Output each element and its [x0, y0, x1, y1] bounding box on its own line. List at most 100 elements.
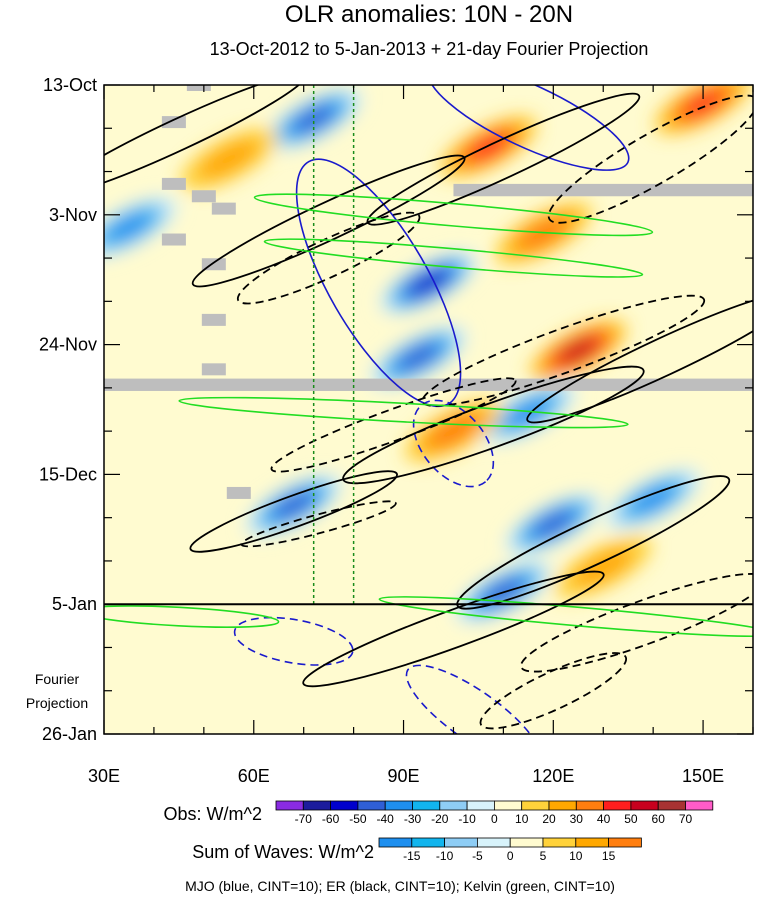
x-tick-label: 90E — [388, 766, 420, 786]
x-tick-label: 150E — [682, 766, 724, 786]
missing-data-cell — [201, 363, 226, 376]
axis-ticks — [103, 84, 754, 735]
mjo-contour — [233, 616, 354, 666]
colorbar-box — [439, 800, 468, 811]
anomaly-blob — [409, 270, 448, 295]
colorbar-tick-label: -70 — [295, 812, 313, 826]
obs-colorbar-ticks: -70 -60 -50 -40 -30 -20 -10 0 10 20 30 40 50 60 70 — [295, 812, 693, 826]
mjo-contour — [405, 664, 542, 734]
colorbar-box — [493, 800, 523, 811]
colorbar-tick-label: 60 — [652, 812, 666, 826]
fourier-projection-label: Fourier Projection — [26, 671, 88, 711]
reference-lines — [312, 85, 355, 605]
missing-data-cell — [161, 177, 186, 190]
colorbar-tick-label: 15 — [602, 849, 616, 863]
missing-data-band — [453, 183, 753, 197]
colorbar-tick-label: 30 — [570, 812, 584, 826]
x-tick-label: 60E — [238, 766, 270, 786]
colorbar-box — [548, 800, 577, 811]
obs-colorbar-boxes — [275, 800, 714, 811]
anomaly-blob — [558, 337, 599, 364]
y-tick-label: 5-Jan — [52, 594, 97, 614]
colorbar-tick-label: -40 — [377, 812, 395, 826]
er-contour — [240, 500, 397, 548]
missing-data-cell — [186, 85, 211, 91]
missing-data-cell — [161, 116, 186, 129]
colorbar-tick-label: 0 — [491, 812, 498, 826]
footer-legend: MJO (blue, CINT=10); ER (black, CINT=10)… — [185, 878, 615, 894]
waves-colorbar-label: Sum of Waves: W/m^2 — [192, 842, 374, 862]
missing-data-band — [104, 378, 753, 391]
kelvin-contour — [104, 605, 280, 628]
plot-area — [103, 84, 754, 735]
chart-title: OLR anomalies: 10N - 20N — [285, 1, 573, 28]
colorbar-box — [384, 800, 413, 811]
colorbar-box — [330, 800, 359, 811]
colorbar-tick-label: -30 — [404, 812, 422, 826]
er-contour — [547, 94, 753, 224]
colorbar-tick-label: -20 — [431, 812, 449, 826]
anomaly-blob — [273, 492, 314, 519]
colorbar-box — [378, 837, 413, 848]
er-contour — [456, 475, 731, 610]
er-contour — [526, 290, 753, 424]
er-contour — [479, 652, 628, 730]
x-axis-labels: 30E 60E 90E 120E 150E — [88, 766, 724, 786]
colorbar-box — [302, 800, 331, 811]
colorbar-box — [444, 837, 478, 848]
missing-data-cell — [161, 233, 186, 246]
colorbar-box — [685, 800, 714, 811]
er-contour — [104, 85, 307, 197]
er-contour — [520, 573, 753, 673]
fourier-label-line2: Projection — [26, 695, 88, 711]
colorbar-tick-label: 5 — [540, 849, 547, 863]
anomaly-blob — [293, 106, 334, 132]
colorbar-box — [630, 800, 659, 811]
colorbar-box — [412, 800, 441, 811]
colorbar-tick-label: -10 — [436, 849, 454, 863]
colorbar-tick-label: 0 — [507, 849, 514, 863]
colorbar-box — [575, 837, 609, 848]
er-contour — [421, 294, 706, 407]
y-tick-label: 13-Oct — [43, 75, 97, 95]
wave-contours — [104, 85, 753, 734]
kelvin-contour — [378, 596, 753, 638]
plot-frame — [103, 84, 754, 735]
y-tick-label: 3-Nov — [49, 205, 97, 225]
colorbar-box — [357, 800, 386, 811]
colorbar-box — [466, 800, 495, 811]
colorbar-box — [521, 800, 550, 811]
colorbar-tick-label: 70 — [679, 812, 693, 826]
anomaly-blob — [572, 547, 634, 587]
anomaly-blob — [631, 485, 675, 514]
missing-data-cell — [226, 486, 251, 499]
colorbar-box — [575, 800, 604, 811]
colorbar-tick-label: -10 — [458, 812, 476, 826]
anomaly-blob — [398, 344, 439, 370]
kelvin-contour — [178, 396, 629, 429]
y-tick-label: 15-Dec — [39, 464, 97, 484]
colorbar-tick-label: 10 — [569, 849, 583, 863]
er-contour — [366, 92, 641, 226]
er-contour — [270, 377, 517, 473]
colorbar-tick-label: -5 — [472, 849, 483, 863]
anomaly-blob — [533, 510, 574, 537]
colorbar-tick-label: 40 — [597, 812, 611, 826]
mjo-contour — [412, 399, 495, 488]
colorbar-box — [476, 837, 511, 848]
waves-colorbar-boxes — [378, 837, 642, 848]
x-tick-label: 120E — [532, 766, 574, 786]
anomaly-blob — [428, 415, 479, 448]
colorbar-box — [509, 837, 544, 848]
obs-colorbar-label: Obs: W/m^2 — [164, 804, 262, 824]
missing-data — [104, 85, 753, 499]
colorbar-tick-label: -60 — [322, 812, 340, 826]
y-tick-label: 26-Jan — [42, 724, 97, 744]
colorbar-box — [657, 800, 686, 811]
colorbar-box — [603, 800, 632, 811]
waves-colorbar-ticks: -15 -10 -5 0 5 10 15 — [403, 849, 615, 863]
colorbar-tick-label: -15 — [403, 849, 421, 863]
mjo-contour — [427, 85, 630, 171]
missing-data-cell — [211, 202, 236, 215]
